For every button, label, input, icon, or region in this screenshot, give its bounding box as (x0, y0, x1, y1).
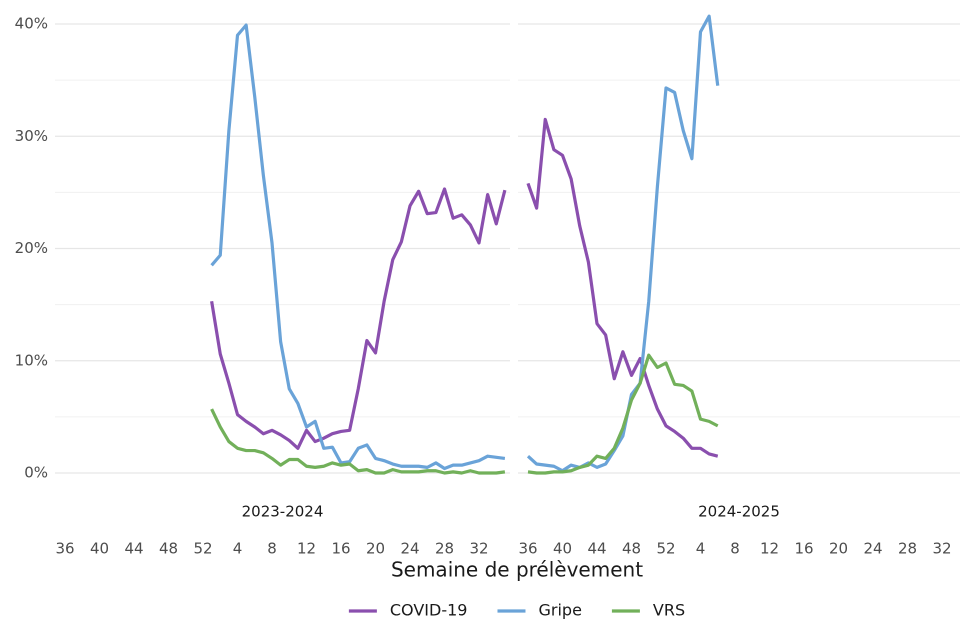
x-tick-label: 20 (829, 540, 848, 558)
facet-label: 2023-2024 (242, 503, 324, 521)
x-tick-label: 8 (730, 540, 740, 558)
x-tick-label: 20 (366, 540, 385, 558)
x-tick-label: 36 (518, 540, 537, 558)
x-tick-label: 44 (587, 540, 606, 558)
legend-item: Gripe (497, 601, 582, 620)
series-line (210, 408, 506, 475)
series-line (526, 14, 720, 473)
facet-label: 2024-2025 (698, 503, 780, 521)
x-tick-label: 48 (159, 540, 178, 558)
x-tick-label: 4 (233, 540, 243, 558)
x-tick-label: 32 (469, 540, 488, 558)
x-tick-label: 12 (760, 540, 779, 558)
series-line (527, 353, 719, 475)
x-tick-label: 16 (331, 540, 350, 558)
x-tick-label: 28 (435, 540, 454, 558)
legend-item: VRS (611, 601, 685, 620)
legend-label: VRS (653, 601, 685, 620)
x-tick-label: 52 (656, 540, 675, 558)
y-tick-label: 40% (15, 15, 48, 33)
x-tick-label: 40 (90, 540, 109, 558)
x-tick-label: 52 (193, 540, 212, 558)
y-tick-label: 30% (15, 127, 48, 145)
series-line (210, 23, 506, 471)
legend-item: COVID-19 (348, 601, 468, 620)
x-tick-label: 24 (400, 540, 419, 558)
y-tick-label: 20% (15, 239, 48, 257)
legend-label: Gripe (538, 601, 581, 620)
x-tick-label: 32 (932, 540, 951, 558)
x-tick-label: 28 (898, 540, 917, 558)
x-axis-title: Semaine de prélèvement (391, 558, 643, 582)
series-line (526, 117, 719, 458)
x-tick-label: 44 (124, 540, 143, 558)
series-line (210, 187, 507, 450)
legend-label: COVID-19 (390, 601, 468, 620)
y-tick-label: 10% (15, 351, 48, 369)
x-tick-label: 24 (863, 540, 882, 558)
x-tick-label: 16 (794, 540, 813, 558)
y-tick-label: 0% (24, 464, 48, 482)
x-tick-label: 12 (297, 540, 316, 558)
x-tick-label: 48 (622, 540, 641, 558)
x-tick-label: 40 (553, 540, 572, 558)
x-tick-label: 8 (267, 540, 277, 558)
x-tick-label: 4 (696, 540, 706, 558)
x-tick-label: 36 (55, 540, 74, 558)
